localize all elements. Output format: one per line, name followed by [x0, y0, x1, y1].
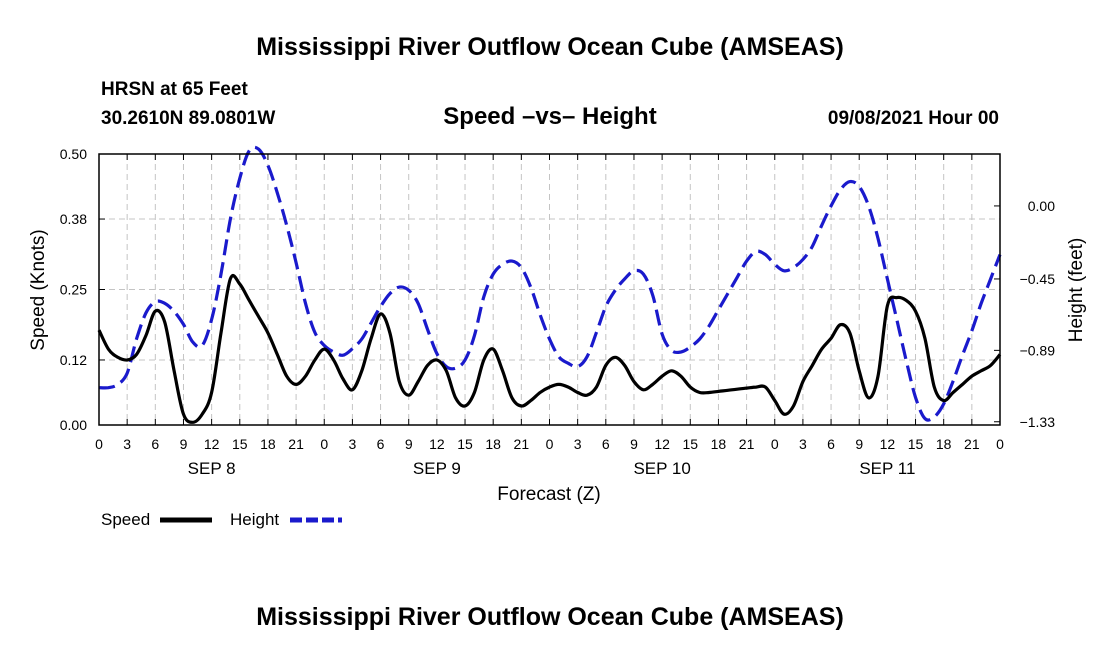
x-tick-label: 18	[711, 436, 727, 452]
x-tick-label: 12	[654, 436, 670, 452]
x-tick-label: 12	[880, 436, 896, 452]
x-tick-label: 0	[996, 436, 1004, 452]
x-tick-label: 6	[602, 436, 610, 452]
x-tick-label: 6	[151, 436, 159, 452]
day-label: SEP 11	[859, 459, 915, 478]
x-tick-label: 9	[855, 436, 863, 452]
x-tick-label: 18	[260, 436, 276, 452]
y-axis-label: Speed (Knots)	[28, 229, 49, 350]
axes: 0 3 6 9 12 15 18 21 0 3 6 9 12 15 18 21 0 3 6 9 12 15 18 21 0 3 6 9…	[60, 146, 1055, 478]
x-tick-label: 21	[514, 436, 530, 452]
x-tick-label: 21	[739, 436, 755, 452]
x-tick-label: 9	[630, 436, 638, 452]
y2-tick-label: −1.33	[1020, 414, 1056, 430]
x-tick-label: 3	[799, 436, 807, 452]
coordinates-label: 30.2610N 89.0801W	[101, 108, 275, 129]
x-tick-label: 3	[574, 436, 582, 452]
speed-series-line	[97, 273, 1002, 424]
legend-speed-label: Speed	[101, 510, 150, 529]
x-tick-label: 15	[457, 436, 473, 452]
day-label: SEP 10	[633, 459, 690, 478]
y2-tick-label: 0.00	[1028, 198, 1055, 214]
legend-height-label: Height	[230, 510, 279, 529]
x-tick-label: 0	[95, 436, 103, 452]
x-tick-label: 12	[429, 436, 445, 452]
y-tick-label: 0.00	[60, 417, 87, 433]
x-tick-label: 15	[232, 436, 248, 452]
y2-tick-label: −0.45	[1020, 271, 1056, 287]
y-tick-label: 0.12	[60, 352, 87, 368]
day-label: SEP 8	[188, 459, 236, 478]
y-tick-label: 0.38	[60, 211, 87, 227]
station-label: HRSN at 65 Feet	[101, 79, 248, 100]
x-tick-label: 18	[485, 436, 501, 452]
y-tick-label: 0.50	[60, 146, 87, 162]
forecast-datetime: 09/08/2021 Hour 00	[828, 108, 999, 129]
x-tick-label: 21	[964, 436, 980, 452]
x-tick-label: 21	[288, 436, 304, 452]
height-series-line	[98, 145, 1002, 422]
grid	[99, 154, 1000, 425]
x-tick-label: 9	[180, 436, 188, 452]
y2-axis-label: Height (feet)	[1066, 238, 1087, 343]
x-tick-label: 3	[123, 436, 131, 452]
day-label: SEP 9	[413, 459, 461, 478]
x-tick-label: 9	[405, 436, 413, 452]
x-tick-label: 6	[827, 436, 835, 452]
legend: Speed Height	[101, 510, 342, 529]
x-tick-label: 18	[936, 436, 952, 452]
footer-title: Mississippi River Outflow Ocean Cube (AM…	[256, 603, 844, 631]
x-tick-label: 0	[320, 436, 328, 452]
chart-subtitle: Speed –vs– Height	[443, 103, 656, 130]
x-tick-label: 12	[204, 436, 220, 452]
x-axis-label: Forecast (Z)	[497, 484, 600, 505]
chart-main-title: Mississippi River Outflow Ocean Cube (AM…	[256, 33, 844, 61]
x-tick-label: 6	[377, 436, 385, 452]
y2-tick-label: −0.89	[1020, 342, 1056, 358]
y-tick-label: 0.25	[60, 282, 87, 298]
x-tick-label: 15	[682, 436, 698, 452]
x-tick-label: 3	[349, 436, 357, 452]
x-tick-label: 0	[546, 436, 554, 452]
x-tick-label: 15	[908, 436, 924, 452]
series-layer	[97, 145, 1002, 424]
x-tick-label: 0	[771, 436, 779, 452]
